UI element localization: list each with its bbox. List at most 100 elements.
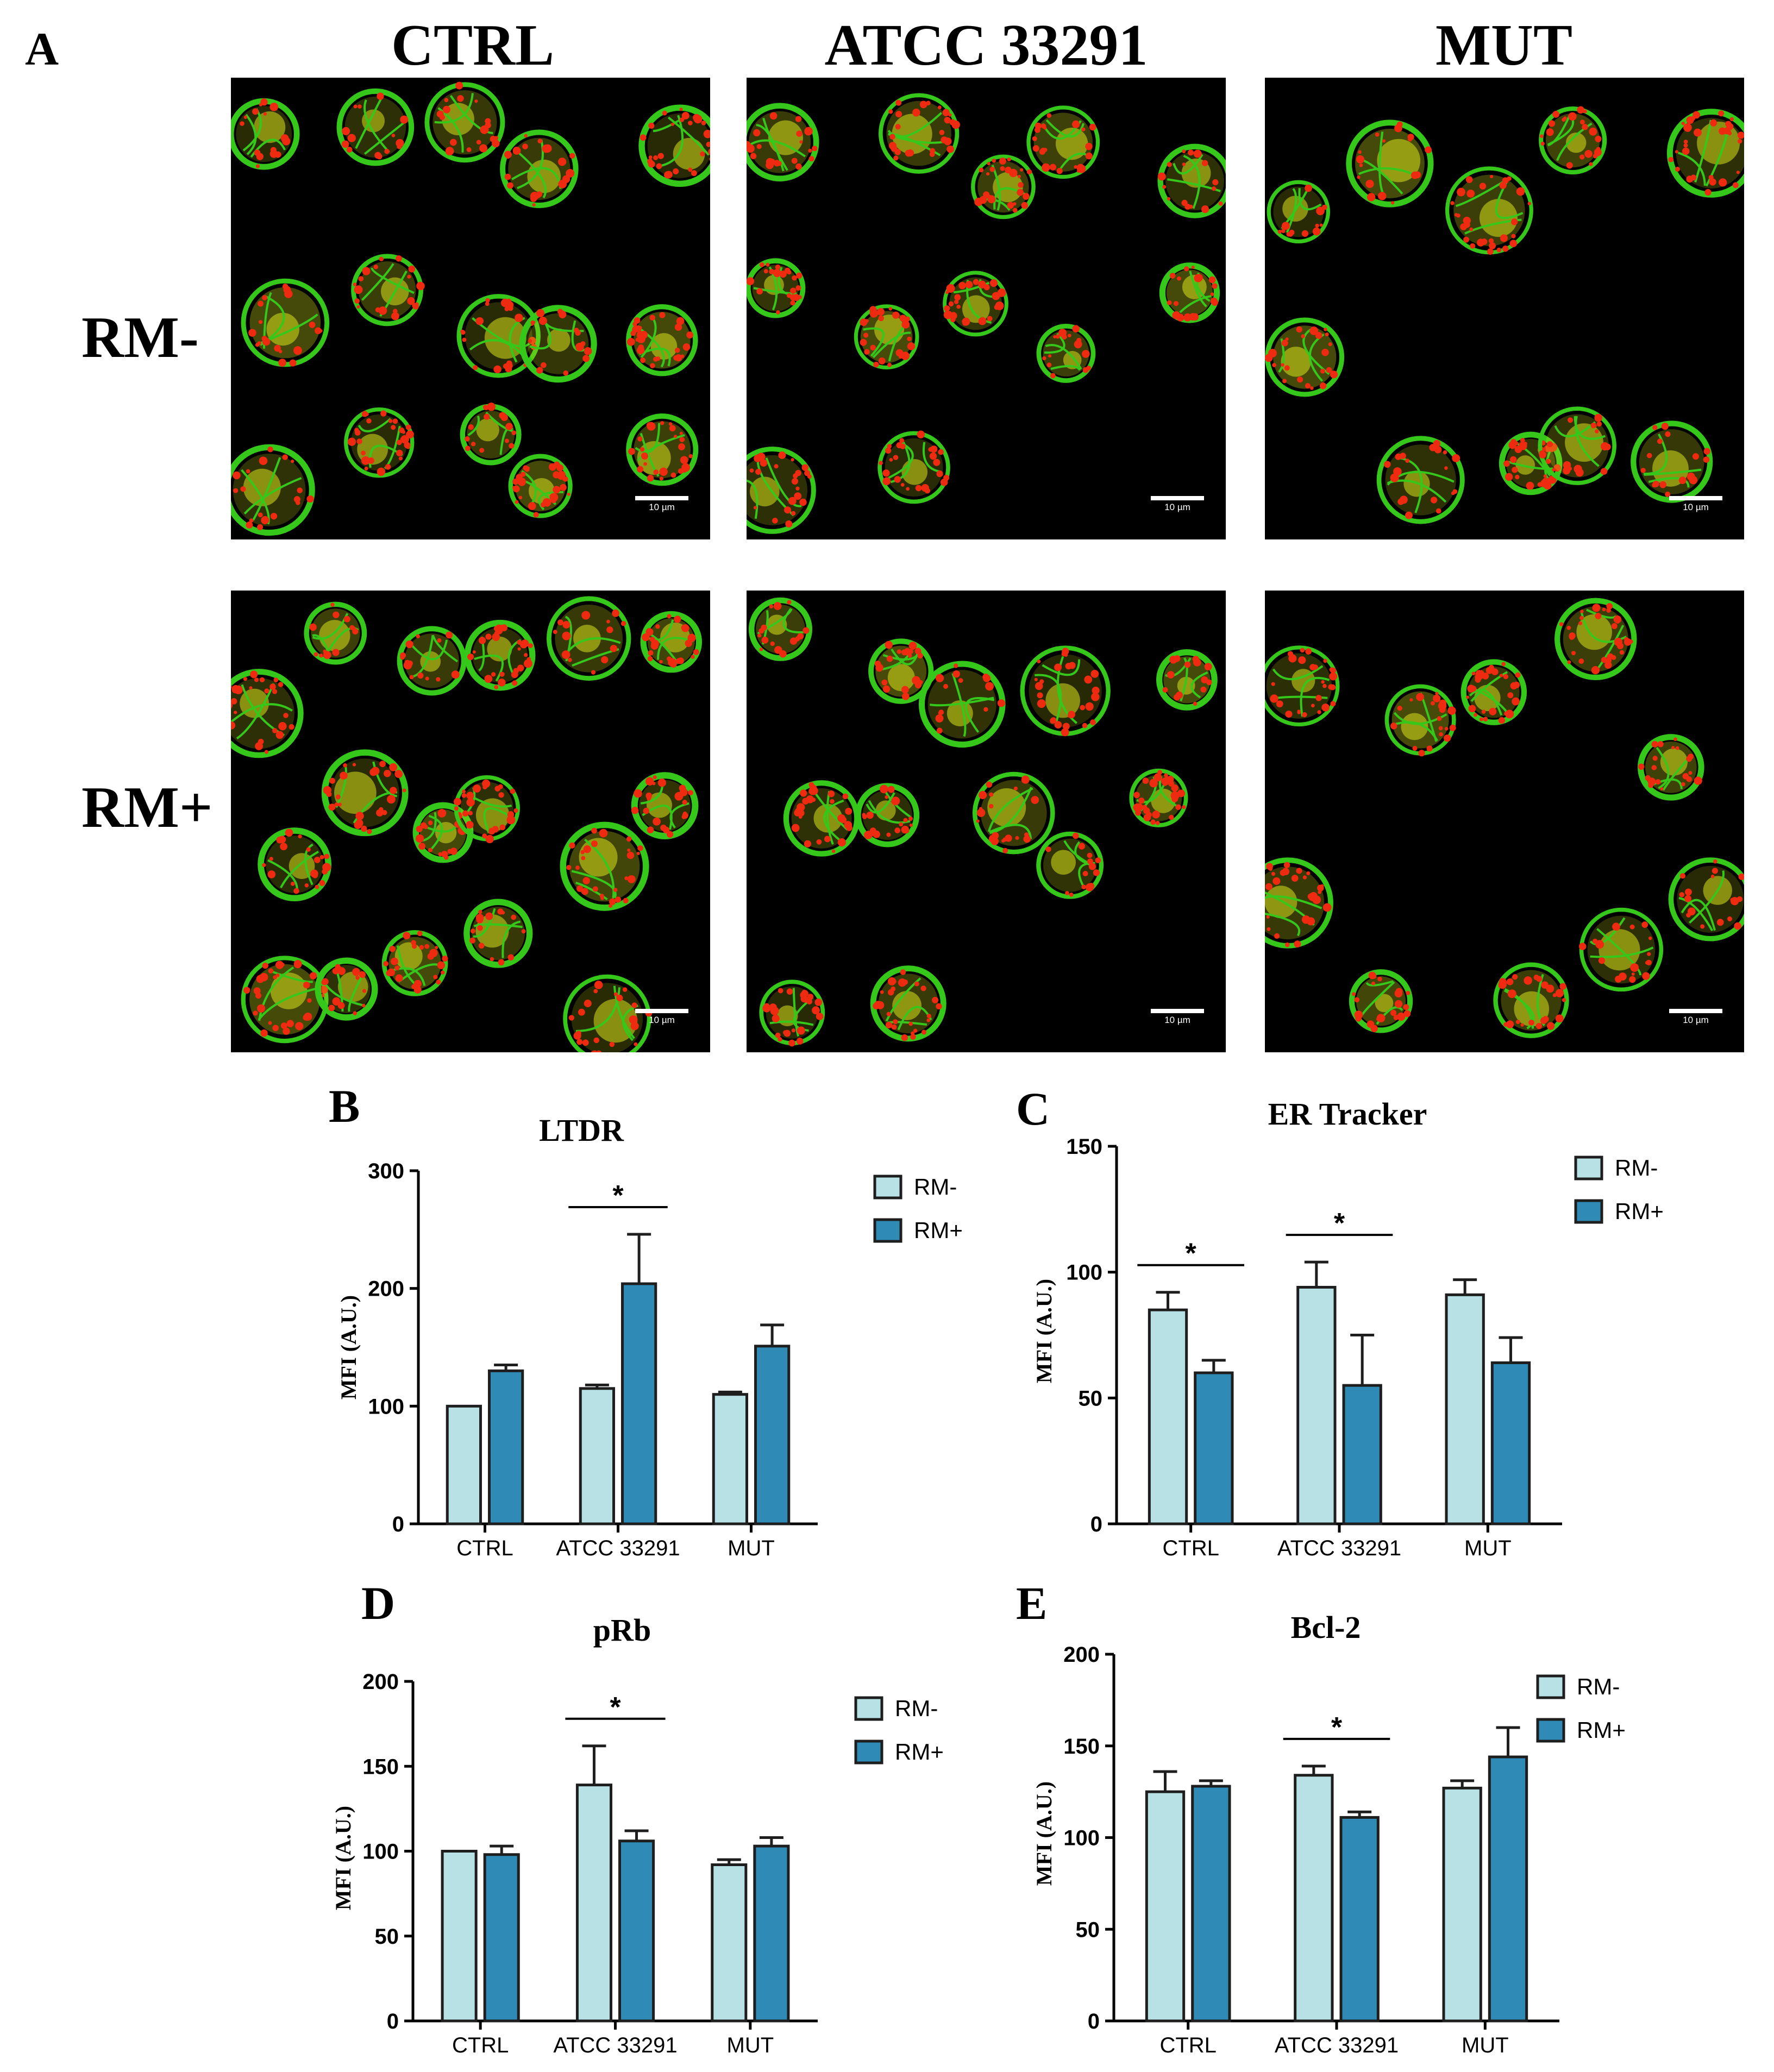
bar-rm-minus bbox=[441, 1850, 478, 2023]
cell bbox=[231, 98, 300, 170]
legend-swatch bbox=[873, 1175, 902, 1200]
panel-letter: E bbox=[1016, 1577, 1047, 1629]
cell bbox=[783, 780, 860, 857]
legend-swatch bbox=[873, 1218, 902, 1243]
scale-bar: 10 µm bbox=[635, 1009, 688, 1031]
y-tick-label: 150 bbox=[362, 1755, 399, 1779]
cell bbox=[943, 271, 1008, 337]
micrograph-ctrl-rm-plus: 10 µm bbox=[231, 591, 710, 1052]
cell bbox=[336, 88, 415, 166]
y-axis-label: MFI (A.U.) bbox=[1032, 1279, 1056, 1383]
scale-bar-label: 10 µm bbox=[1683, 1015, 1709, 1025]
cell bbox=[1346, 120, 1434, 208]
x-tick-label: ATCC 33291 bbox=[553, 2033, 677, 2057]
legend-label: RM- bbox=[1615, 1155, 1658, 1181]
cell bbox=[1666, 109, 1744, 198]
y-tick-label: 100 bbox=[1063, 1826, 1100, 1850]
x-tick-label: CTRL bbox=[456, 1536, 513, 1560]
cell bbox=[878, 93, 960, 174]
cell bbox=[1036, 323, 1096, 383]
y-tick-label: 300 bbox=[368, 1159, 404, 1183]
y-tick-label: 200 bbox=[368, 1277, 404, 1301]
legend-label: RM+ bbox=[1577, 1717, 1626, 1743]
legend-swatch bbox=[854, 1696, 883, 1721]
y-tick-label: 0 bbox=[1090, 1512, 1102, 1536]
cell bbox=[1638, 734, 1704, 801]
cell bbox=[1020, 645, 1111, 737]
y-tick-label: 150 bbox=[1063, 1735, 1100, 1759]
chart-title: pRb bbox=[593, 1612, 651, 1648]
bar-rm-minus bbox=[1445, 1293, 1485, 1525]
x-tick-label: MUT bbox=[1464, 1536, 1512, 1560]
cell bbox=[1157, 143, 1226, 218]
bar-rm-plus bbox=[1339, 1816, 1380, 2023]
cell bbox=[971, 154, 1036, 219]
y-axis-label: MFI (A.U.) bbox=[331, 1806, 355, 1910]
cell bbox=[1539, 106, 1607, 175]
cell bbox=[231, 444, 315, 536]
scale-bar-label: 10 µm bbox=[1683, 502, 1709, 512]
y-tick-label: 100 bbox=[362, 1840, 399, 1864]
cell bbox=[560, 821, 649, 911]
scale-bar-label: 10 µm bbox=[649, 1015, 675, 1025]
cell bbox=[344, 407, 415, 478]
cell bbox=[747, 258, 806, 318]
micrograph-atcc-rm-minus: 10 µm bbox=[747, 78, 1226, 539]
row-header-rm-plus: RM+ bbox=[82, 775, 213, 840]
scale-bar-label: 10 µm bbox=[1164, 502, 1190, 512]
cell bbox=[855, 783, 920, 847]
cell bbox=[877, 430, 950, 504]
bar-rm-plus bbox=[1194, 1371, 1234, 1525]
cell bbox=[1159, 262, 1220, 323]
cell bbox=[870, 965, 946, 1042]
cell bbox=[1578, 907, 1664, 992]
cell bbox=[1668, 857, 1744, 941]
scale-bar: 10 µm bbox=[1151, 1009, 1204, 1031]
cell bbox=[626, 413, 699, 486]
micrograph-cells bbox=[747, 591, 1226, 1052]
cell bbox=[412, 802, 474, 863]
bar-rm-plus bbox=[1488, 1755, 1528, 2023]
bar-rm-plus bbox=[754, 1345, 791, 1525]
cell bbox=[315, 957, 378, 1021]
cell bbox=[759, 980, 825, 1047]
legend-swatch bbox=[1574, 1156, 1603, 1181]
micrograph-cells bbox=[747, 78, 1226, 539]
cell bbox=[1026, 105, 1100, 179]
cell bbox=[1493, 962, 1569, 1038]
scale-bar: 10 µm bbox=[1151, 496, 1204, 518]
cell bbox=[563, 974, 653, 1052]
bar-rm-plus bbox=[488, 1369, 524, 1525]
chart-title: Bcl-2 bbox=[1291, 1610, 1361, 1645]
bar-rm-minus bbox=[575, 1784, 612, 2023]
scale-bar-label: 10 µm bbox=[1164, 1015, 1190, 1025]
cell bbox=[241, 956, 329, 1044]
cell bbox=[631, 772, 699, 839]
cell bbox=[626, 304, 698, 376]
cell bbox=[918, 661, 1006, 748]
legend-label: RM+ bbox=[914, 1217, 963, 1243]
y-tick-label: 100 bbox=[1066, 1261, 1102, 1285]
bar-rm-plus bbox=[1490, 1361, 1531, 1525]
y-tick-label: 200 bbox=[362, 1670, 399, 1694]
legend-swatch bbox=[1536, 1674, 1565, 1699]
cell bbox=[747, 447, 816, 534]
cell bbox=[638, 104, 710, 187]
cell bbox=[1036, 831, 1104, 899]
column-header-atcc-33291: ATCC 33291 bbox=[824, 13, 1148, 78]
chart-e: E Bcl-2 MFI (A.U.) 0 50 100 150 200 CTRL ATCC 332… bbox=[1016, 1577, 1626, 2057]
bar-rm-minus bbox=[579, 1387, 615, 1525]
y-axis-label: MFI (A.U.) bbox=[336, 1295, 361, 1399]
bar-rm-plus bbox=[1342, 1384, 1382, 1525]
cell bbox=[397, 626, 467, 696]
cell bbox=[747, 103, 819, 181]
cell bbox=[508, 454, 573, 518]
chart-title: ER Tracker bbox=[1268, 1096, 1427, 1132]
bar-rm-minus bbox=[1296, 1285, 1337, 1525]
bar-rm-minus bbox=[446, 1404, 482, 1525]
cell bbox=[424, 81, 505, 163]
chart-b: B LTDR MFI (A.U.) 0 100 200 300 CTRL ATCC 33291 M… bbox=[329, 1080, 963, 1560]
cell bbox=[456, 294, 541, 378]
cell bbox=[972, 771, 1055, 855]
